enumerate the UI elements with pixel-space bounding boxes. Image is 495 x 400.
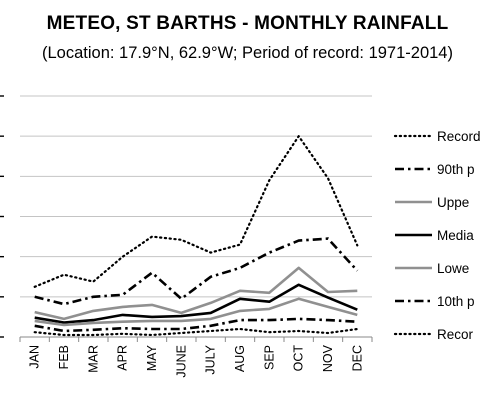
x-tick-label: APR <box>116 345 130 371</box>
x-tick-label: FEB <box>57 345 71 369</box>
series-line <box>34 317 358 333</box>
x-tick-label: MAR <box>86 345 100 373</box>
legend-entry: Lowe <box>437 261 469 276</box>
x-tick-label: SEP <box>262 345 276 370</box>
series-line <box>33 135 359 288</box>
series-line <box>34 297 358 327</box>
x-tick-label: OCT <box>292 345 306 372</box>
legend-entry: Record <box>437 129 481 144</box>
x-tick-label: NOV <box>321 344 335 372</box>
series-line <box>33 327 359 337</box>
chart-title: METEO, ST BARTHS - MONTHLY RAINFALL <box>46 13 449 34</box>
legend-entry: Media <box>437 228 474 243</box>
legend-entry: Uppe <box>437 195 469 210</box>
x-tick-label: DEC <box>350 345 364 371</box>
legend-entry: 90th p <box>437 162 475 177</box>
x-tick-label: AUG <box>233 345 247 372</box>
x-tick-label: MAY <box>145 344 159 371</box>
legend-entry: Recor <box>437 327 474 342</box>
x-tick-label: JAN <box>28 345 42 369</box>
series-line <box>34 283 358 324</box>
chart-subtitle: (Location: 17.9°N, 62.9°W; Period of rec… <box>42 44 453 62</box>
legend-entry: 10th p <box>437 294 475 309</box>
series-line <box>34 237 359 306</box>
series-line <box>34 266 358 321</box>
x-tick-label: JULY <box>204 344 218 374</box>
x-tick-label: JUNE <box>174 345 188 378</box>
